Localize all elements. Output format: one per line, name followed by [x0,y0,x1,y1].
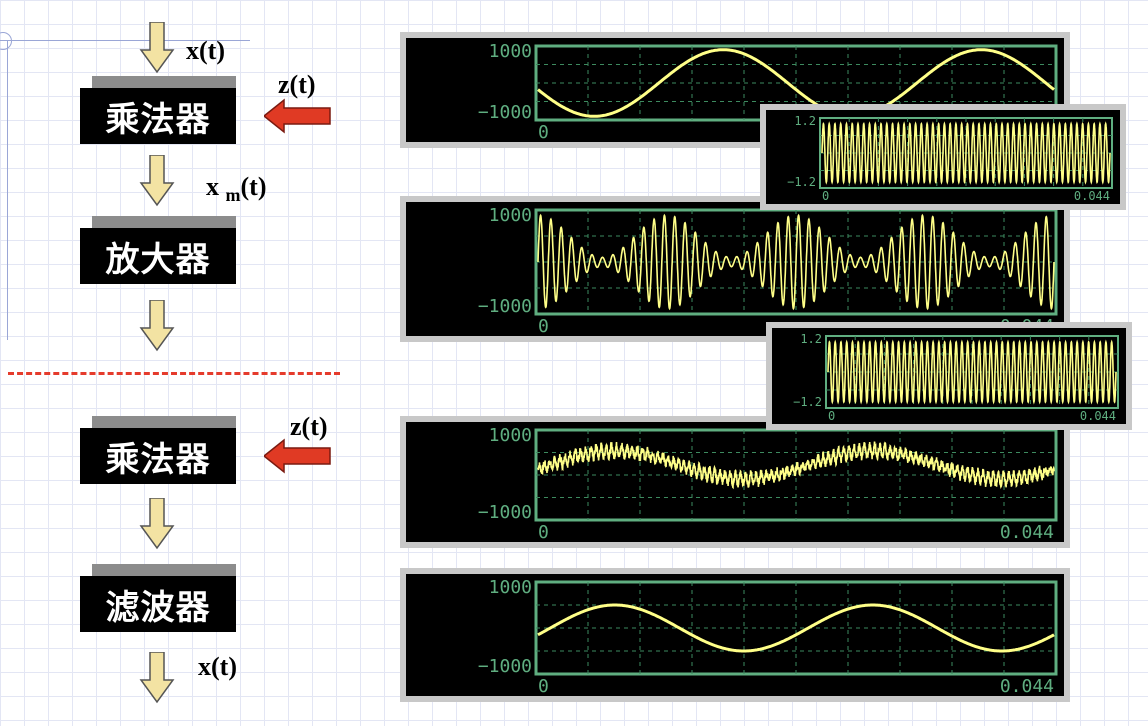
scope-y-bottom-label: −1000 [478,296,532,317]
amplifier-label: 放大器 [80,228,236,284]
scope-x-start-label: 0 [538,122,549,142]
scope-y-top-label: 1000 [489,577,532,598]
scope-panel-small: 1.2 −1.2 0 0.044 [766,322,1132,430]
down-arrow-icon [139,652,175,704]
scope-y-bottom-label: −1000 [478,656,532,677]
separator-dashed-line [8,372,340,375]
scope-x-end-label: 0.044 [1000,676,1054,696]
guide-line-top [0,40,250,41]
scope-x-start-label: 0 [538,522,549,542]
scope-chart: 1.2 −1.2 0 0.044 [793,332,1119,423]
scope-y-bottom-label: −1.2 [787,175,816,189]
down-arrow-icon [139,498,175,550]
scope-y-top-label: 1.2 [800,332,822,346]
scope-y-top-label: 1.2 [794,114,816,128]
down-arrow-icon [139,22,175,74]
scope-y-bottom-label: −1.2 [793,395,822,409]
multiplier-block: 乘法器 [80,416,236,484]
guide-line-left [7,40,8,340]
scope-chart: 1000 −1000 0 0.044 [478,577,1058,696]
scope-trace [537,603,1055,653]
scope-x-start-label: 0 [538,676,549,696]
multiplier-block: 乘法器 [80,76,236,144]
scope-chart: 1000 −1000 0 0.044 [478,425,1058,542]
signal-label-modulated-base: x [206,172,219,201]
scope-trace [537,213,1055,311]
signal-label-carrier: z(t) [290,412,328,441]
signal-label-output: x(t) [198,652,237,681]
scope-y-top-label: 1000 [489,41,532,62]
signal-label-carrier: z(t) [278,70,316,99]
amplifier-block: 放大器 [80,216,236,284]
scope-y-bottom-label: −1000 [478,502,532,523]
down-arrow-icon [139,300,175,352]
scope-y-top-label: 1000 [489,425,532,446]
multiplier-label: 乘法器 [80,428,236,484]
scope-x-start-label: 0 [822,189,829,203]
scope-x-end-label: 0.044 [1000,522,1054,542]
scope-x-start-label: 0 [538,316,549,336]
scope-chart: 1000 −1000 0 [478,41,1058,142]
scope-chart: 1.2 −1.2 0 0.044 [787,114,1113,203]
signal-label-modulated: x m(t) [206,172,266,206]
filter-block: 滤波器 [80,564,236,632]
scope-x-start-label: 0 [828,409,835,423]
scope-trace [537,441,1055,490]
filter-label: 滤波器 [80,576,236,632]
signal-label-modulated-sub: m [225,185,241,205]
multiplier-label: 乘法器 [80,88,236,144]
guide-circle-icon [0,32,12,50]
signal-label-modulated-tail: (t) [240,172,267,201]
signal-label-input: x(t) [186,36,225,65]
scope-y-bottom-label: −1000 [478,102,532,123]
scope-panel: 1000 −1000 0 0.044 [400,416,1070,548]
scope-y-top-label: 1000 [489,205,532,226]
scope-x-end-label: 0.044 [1080,409,1116,423]
left-arrow-icon [264,438,331,474]
scope-x-end-label: 0.044 [1074,189,1110,203]
scope-panel: 1000 −1000 0 0.044 [400,568,1070,702]
down-arrow-icon [139,155,175,207]
scope-trace [821,121,1111,185]
scope-trace [827,339,1117,405]
scope-trace [537,48,1055,118]
scope-panel-small: 1.2 −1.2 0 0.044 [760,104,1126,210]
left-arrow-icon [264,98,331,134]
